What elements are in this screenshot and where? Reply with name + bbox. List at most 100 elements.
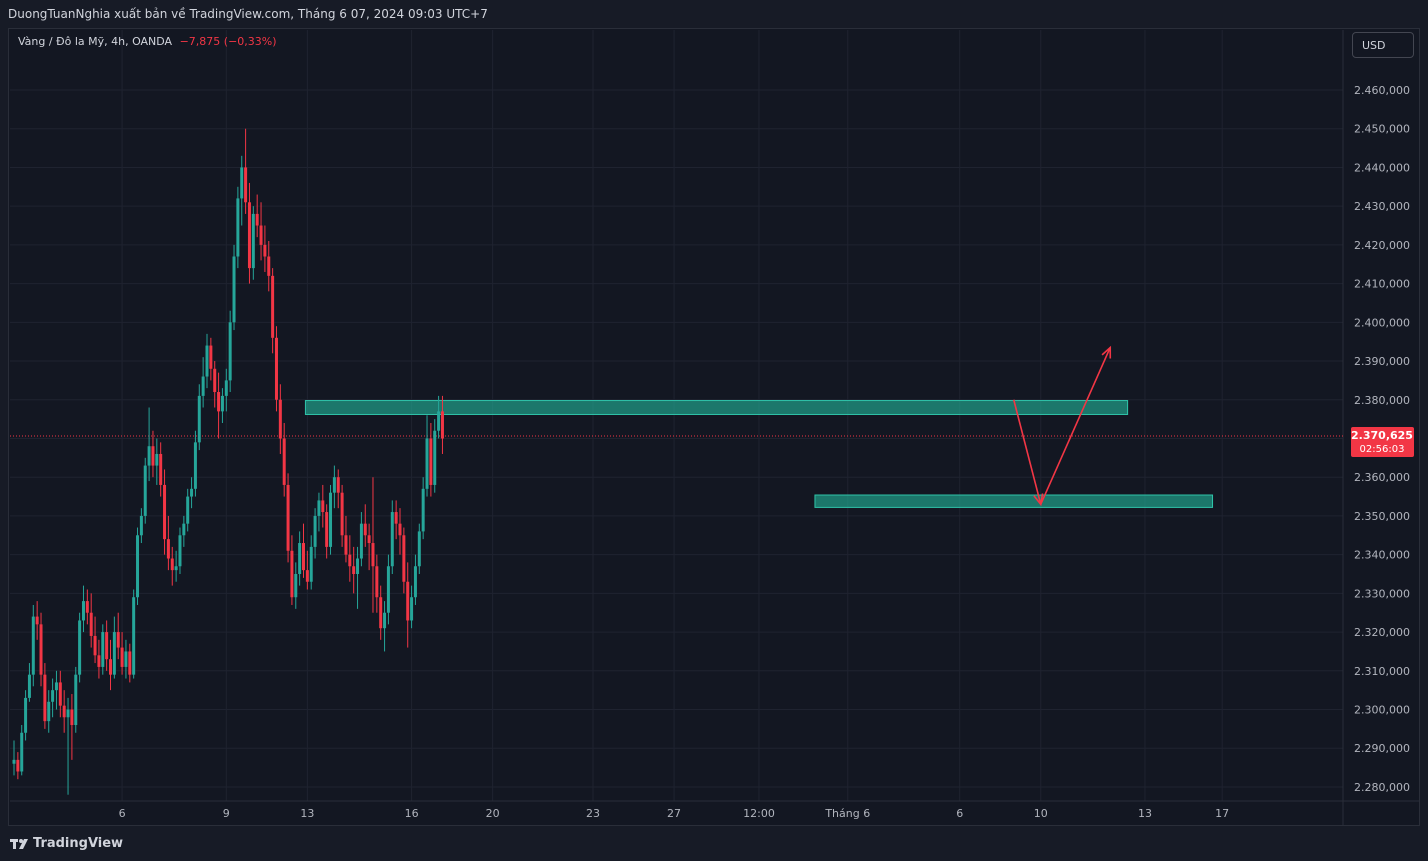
time-tick-label: 13 — [1138, 807, 1152, 820]
candle-up — [139, 515, 143, 536]
candle-up — [47, 701, 51, 722]
candle-down — [16, 759, 20, 772]
candle-down — [340, 492, 344, 536]
candle-down — [305, 570, 309, 582]
time-tick-label: 9 — [223, 807, 230, 820]
candle-up — [317, 500, 321, 516]
price-tick-label: 2.410,000 — [1354, 278, 1410, 291]
candle-up — [298, 543, 302, 574]
price-tick-label: 2.430,000 — [1354, 200, 1410, 213]
candle-down — [93, 635, 97, 656]
time-tick-label: 16 — [405, 807, 419, 820]
candle-down — [70, 709, 74, 726]
projection-arrow-line-1 — [1012, 399, 1042, 505]
tradingview-brand: TradingView — [33, 836, 124, 851]
candle-up — [81, 601, 85, 621]
price-tick-label: 2.310,000 — [1354, 665, 1410, 678]
candle-down — [58, 682, 62, 706]
candle-up — [155, 453, 159, 466]
candle-up — [232, 256, 236, 323]
time-tick-label: 6 — [119, 807, 126, 820]
symbol-info: Vàng / Đô la Mỹ, 4h, OANDA — [18, 35, 173, 48]
chart-panel[interactable]: 2.280,000 2.290,000 2.300,000 2.310,000 2.32… — [8, 28, 1420, 826]
candle-down — [109, 659, 112, 675]
price-tick-label: 2.300,000 — [1354, 704, 1410, 717]
candle-down — [379, 597, 383, 629]
candle-down — [151, 446, 155, 466]
candle-up — [386, 566, 390, 613]
grid-lines — [10, 30, 1343, 801]
price-tick-label: 2.400,000 — [1354, 316, 1410, 329]
zone-rectangle-1 — [304, 400, 1129, 415]
candle-down — [286, 484, 290, 551]
tradingview-logo[interactable]: TradingView — [10, 836, 123, 851]
candle-down — [263, 244, 267, 257]
candle-down — [163, 484, 167, 540]
price-tick-label: 2.280,000 — [1354, 781, 1410, 794]
time-tick-label: 10 — [1034, 807, 1048, 820]
candle-down — [62, 705, 66, 718]
candle-up — [12, 759, 16, 764]
candle-down — [244, 167, 248, 203]
candle-up — [329, 492, 333, 547]
candle-up — [136, 535, 140, 598]
candle-up — [78, 620, 82, 675]
candle-down — [278, 399, 282, 439]
candle-up — [413, 566, 417, 598]
candle-up — [417, 531, 421, 567]
price-chart[interactable]: 2.280,000 2.290,000 2.300,000 2.310,000 2.32… — [9, 29, 1419, 825]
current-price-tag — [1351, 427, 1414, 458]
price-tick-label: 2.340,000 — [1354, 549, 1410, 562]
price-tick-label: 2.350,000 — [1354, 510, 1410, 523]
candle-up — [124, 651, 128, 667]
candle-down — [363, 523, 367, 536]
price-tick-label: 2.290,000 — [1354, 742, 1410, 755]
candle-down — [166, 539, 170, 559]
price-tick-label: 2.360,000 — [1354, 471, 1410, 484]
time-tick-label: 12:00 — [743, 807, 775, 820]
price-tick-label: 2.390,000 — [1354, 355, 1410, 368]
candle-down — [440, 411, 444, 439]
candle-down — [267, 256, 271, 276]
candle-down — [116, 632, 120, 648]
candle-up — [313, 515, 317, 547]
candle-up — [101, 632, 105, 667]
time-tick-label: 27 — [667, 807, 681, 820]
candle-up — [54, 682, 58, 691]
candle-up — [143, 465, 147, 516]
candle-up — [174, 566, 178, 571]
candle-up — [228, 322, 232, 381]
candle-down — [274, 337, 278, 400]
candle-up — [236, 198, 240, 257]
time-tick-label: Tháng 6 — [824, 807, 870, 820]
currency-button[interactable]: USD — [1352, 32, 1414, 58]
candle-down — [85, 601, 89, 613]
candle-up — [147, 446, 151, 466]
candle-down — [290, 550, 294, 598]
projection-arrow-line-2 — [1040, 347, 1111, 505]
price-tick-label: 2.460,000 — [1354, 84, 1410, 97]
candle-up — [425, 438, 429, 489]
candle-up — [24, 697, 28, 733]
candle-down — [39, 624, 43, 675]
candle-down — [170, 558, 174, 571]
bar-countdown-label: 02:56:03 — [1360, 444, 1405, 455]
candle-down — [209, 345, 213, 369]
candle-down — [344, 535, 348, 555]
candle-down — [105, 632, 109, 660]
price-change: −7,875 (−0,33%) — [179, 35, 277, 48]
candle-up — [437, 411, 441, 431]
candle-down — [406, 581, 410, 621]
candle-down — [97, 655, 101, 667]
candle-up — [193, 442, 197, 489]
candle-up — [197, 395, 201, 443]
price-tick-label: 2.450,000 — [1354, 123, 1410, 136]
price-tick-label: 2.440,000 — [1354, 161, 1410, 174]
time-tick-label: 6 — [956, 807, 963, 820]
candle-up — [251, 213, 255, 269]
candle-down — [402, 535, 406, 582]
candle-down — [394, 512, 398, 524]
footer-bar: TradingView — [0, 826, 1428, 861]
price-tick-label: 2.380,000 — [1354, 394, 1410, 407]
candle-up — [205, 345, 209, 377]
